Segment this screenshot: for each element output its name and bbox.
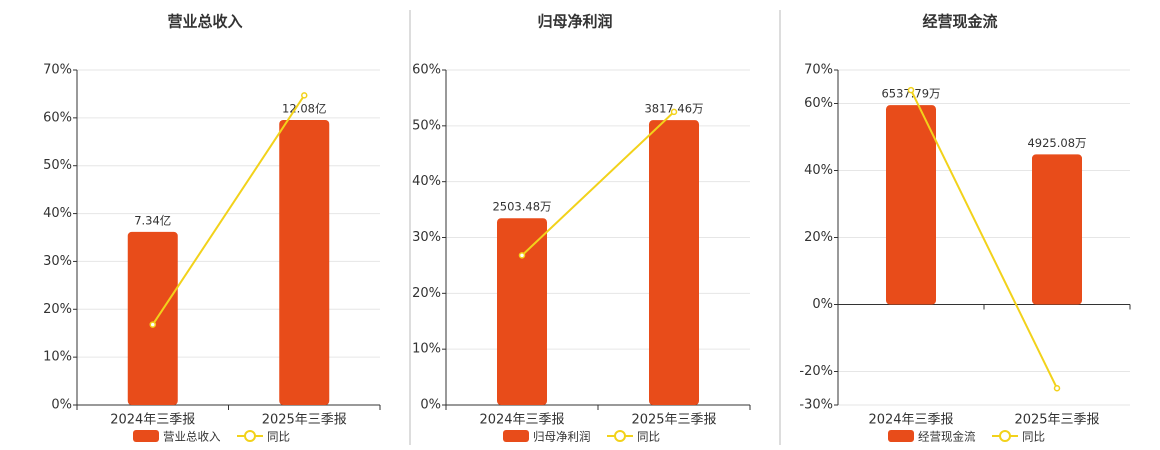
legend-label: 同比 [1022,430,1045,444]
value-label: 4925.08万 [1027,136,1086,150]
chart-title: 归母净利润 [537,13,612,31]
bar [127,231,178,405]
x-tick-label: 2024年三季报 [110,413,195,428]
y-tick-label: 20% [412,286,441,301]
y-tick-label: 70% [804,63,833,78]
y-tick-label: 40% [412,174,441,189]
legend-label: 经营现金流 [918,430,976,444]
y-tick-label: -20% [799,364,833,379]
y-tick-label: 60% [804,96,833,111]
line-point [518,252,526,259]
y-tick-label: 60% [412,63,441,78]
chart-title: 经营现金流 [922,13,997,31]
bar [649,120,699,405]
y-tick-label: 20% [804,230,833,245]
y-tick-label: 40% [43,206,72,221]
x-tick-label: 2025年三季报 [1014,413,1099,428]
value-label: 2503.48万 [492,200,551,214]
x-tick-label: 2024年三季报 [479,413,564,428]
y-tick-label: -30% [799,398,833,413]
y-tick-label: 50% [43,158,72,173]
legend-swatch [999,430,1011,442]
y-tick-label: 0% [420,398,441,413]
line-point [149,321,156,328]
y-tick-label: 50% [412,118,441,133]
line [151,94,306,326]
line-point [907,86,915,94]
y-tick-label: 40% [804,163,833,178]
y-tick-label: 10% [412,342,441,357]
legend-swatch [503,430,529,442]
y-tick-label: 20% [43,302,72,317]
legend-swatch [888,430,914,442]
legend-label: 同比 [267,430,290,444]
value-label: 12.08亿 [282,102,326,116]
bar [1032,154,1082,305]
y-tick-label: 70% [43,63,72,78]
y-tick-label: 30% [43,254,72,269]
line-point [1053,385,1061,392]
legend-label: 营业总收入 [163,430,221,444]
legend-label: 归母净利润 [533,430,591,444]
y-tick-label: 10% [43,350,72,365]
bar [497,218,547,405]
line-point [301,92,308,99]
value-label: 7.34亿 [134,213,171,227]
legend-swatch [614,430,626,442]
y-tick-label: 60% [43,110,72,125]
value-label: 6537.79万 [881,87,940,101]
y-tick-label: 30% [412,230,441,245]
legend-swatch [244,430,256,442]
y-tick-label: 0% [51,398,72,413]
line [910,89,1058,389]
legend-swatch [133,430,159,442]
x-tick-label: 2025年三季报 [262,413,347,428]
x-tick-label: 2025年三季报 [631,413,716,428]
line [521,111,675,257]
chart-title: 营业总收入 [167,13,242,31]
bar [279,120,330,405]
bar [886,105,936,305]
line-point [670,108,678,116]
x-tick-label: 2024年三季报 [868,413,953,428]
y-tick-label: 0% [812,297,833,312]
legend-label: 同比 [637,430,660,444]
